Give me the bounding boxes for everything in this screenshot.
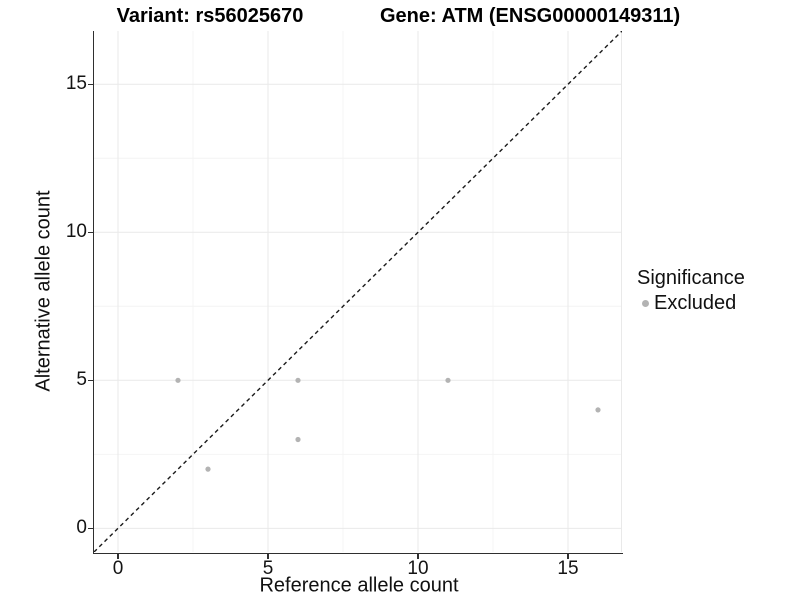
data-point — [445, 377, 451, 383]
legend-key-dot — [642, 300, 649, 307]
legend: Significance Excluded — [637, 267, 745, 315]
y-tick-label: 5 — [76, 369, 87, 391]
data-point — [295, 436, 301, 443]
legend-item-excluded: Excluded — [637, 292, 745, 315]
plot-panel — [94, 31, 622, 552]
data-point — [175, 377, 181, 383]
legend-item-label: Excluded — [654, 292, 737, 314]
y-tick-mark — [87, 527, 93, 530]
data-point — [595, 407, 601, 413]
x-tick-label: 10 — [407, 558, 429, 579]
x-tick-mark — [417, 554, 419, 559]
y-tick-label: 10 — [65, 221, 87, 243]
legend-title: Significance — [637, 267, 745, 289]
x-tick-mark — [567, 554, 569, 559]
y-tick-label: 15 — [65, 73, 87, 95]
plot-title-variant: Variant: rs56025670 — [116, 5, 304, 27]
y-tick-label: 0 — [76, 517, 87, 539]
y-tick-mark — [87, 379, 93, 382]
data-point — [295, 377, 301, 383]
data-point — [205, 466, 211, 472]
x-axis-title: Reference allele count — [259, 574, 459, 597]
y-axis-line — [92, 31, 94, 554]
x-tick-label: 5 — [262, 558, 274, 579]
identity-line — [94, 31, 622, 552]
x-tick-mark — [117, 554, 119, 559]
x-tick-label: 0 — [112, 558, 124, 579]
x-tick-label: 15 — [557, 558, 579, 579]
x-axis-line — [92, 552, 623, 554]
x-tick-mark — [267, 554, 269, 559]
y-tick-mark — [87, 231, 93, 234]
y-tick-mark — [87, 83, 93, 86]
plot-title-gene: Gene: ATM (ENSG00000149311) — [380, 5, 681, 27]
